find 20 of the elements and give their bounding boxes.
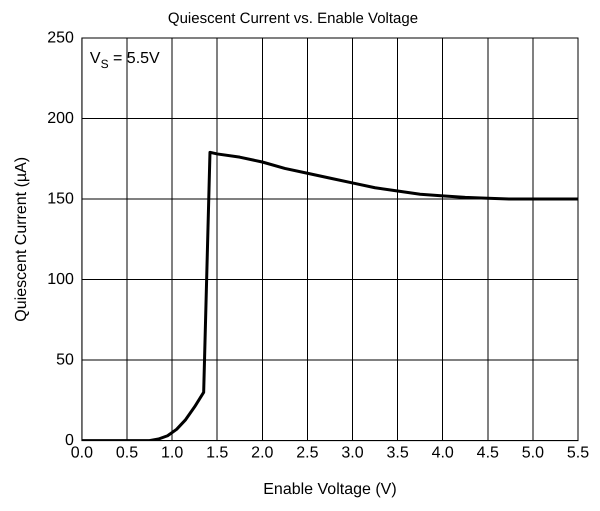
- x-tick-label: 3.0: [341, 444, 364, 462]
- x-tick-label: 4.0: [432, 444, 454, 462]
- y-tick-label: 150: [47, 190, 74, 208]
- chart-title: Quiescent Current vs. Enable Voltage: [168, 10, 418, 28]
- y-tick-label: 50: [56, 351, 74, 368]
- x-tick-label: 5.0: [522, 444, 544, 462]
- x-tick-label: 5.5: [566, 444, 590, 462]
- x-tick-label: 0.0: [70, 444, 94, 462]
- x-axis-title: Enable Voltage (V): [263, 480, 397, 498]
- x-tick-label: 4.5: [476, 444, 500, 462]
- x-tick-label: 1.5: [206, 444, 228, 462]
- y-axis-title: Quiescent Current (µA): [13, 156, 30, 322]
- x-tick-label: 2.0: [251, 444, 274, 462]
- x-tick-label: 1.0: [160, 444, 184, 462]
- x-tick-label: 2.5: [296, 444, 319, 462]
- y-tick-label: 100: [47, 270, 74, 288]
- x-tick-label: 0.5: [116, 444, 138, 462]
- x-tick-label: 3.5: [386, 444, 409, 462]
- y-tick-label: 250: [47, 29, 74, 46]
- y-tick-label: 200: [47, 110, 74, 127]
